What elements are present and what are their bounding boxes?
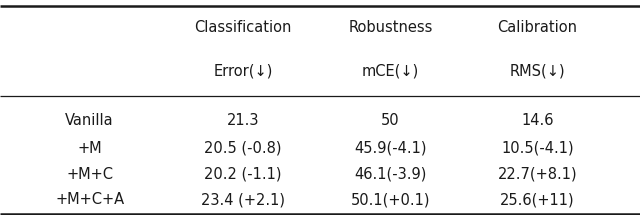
Text: Vanilla: Vanilla bbox=[65, 113, 114, 128]
Text: 21.3: 21.3 bbox=[227, 113, 259, 128]
Text: +M+C: +M+C bbox=[66, 167, 113, 182]
Text: 50: 50 bbox=[381, 113, 400, 128]
Text: 14.6: 14.6 bbox=[522, 113, 554, 128]
Text: RMS(↓): RMS(↓) bbox=[510, 63, 565, 78]
Text: Robustness: Robustness bbox=[348, 20, 433, 35]
Text: 25.6(+11): 25.6(+11) bbox=[500, 192, 575, 207]
Text: 45.9(-4.1): 45.9(-4.1) bbox=[354, 141, 427, 156]
Text: 20.2 (-1.1): 20.2 (-1.1) bbox=[204, 167, 282, 182]
Text: 50.1(+0.1): 50.1(+0.1) bbox=[351, 192, 430, 207]
Text: Error(↓): Error(↓) bbox=[214, 63, 273, 78]
Text: +M+C+A: +M+C+A bbox=[55, 192, 124, 207]
Text: +M: +M bbox=[77, 141, 102, 156]
Text: Classification: Classification bbox=[195, 20, 292, 35]
Text: 10.5(-4.1): 10.5(-4.1) bbox=[501, 141, 574, 156]
Text: Calibration: Calibration bbox=[498, 20, 578, 35]
Text: mCE(↓): mCE(↓) bbox=[362, 63, 419, 78]
Text: 20.5 (-0.8): 20.5 (-0.8) bbox=[204, 141, 282, 156]
Text: 22.7(+8.1): 22.7(+8.1) bbox=[498, 167, 577, 182]
Text: 46.1(-3.9): 46.1(-3.9) bbox=[354, 167, 427, 182]
Text: 23.4 (+2.1): 23.4 (+2.1) bbox=[201, 192, 285, 207]
